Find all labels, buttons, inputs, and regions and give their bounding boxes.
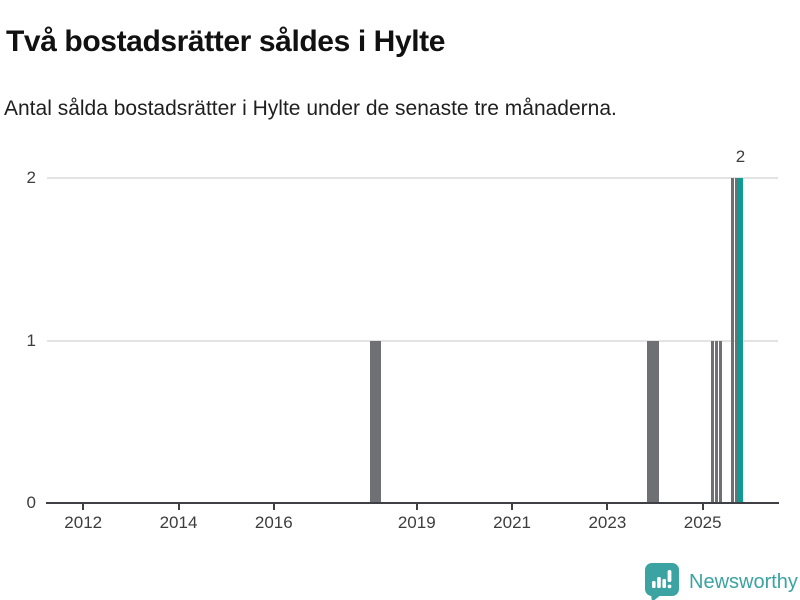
x-axis-label-2021: 2021 (493, 513, 531, 532)
bar-2025-04 (715, 340, 719, 503)
newsworthy-logo-icon (644, 562, 680, 600)
bar-2018-02 (373, 340, 377, 503)
bar-2025-05 (718, 340, 723, 503)
bar-current-2025-10 (738, 178, 743, 503)
page-title: Två bostadsrätter såldes i Hylte (6, 25, 446, 59)
x-tick-2021 (511, 504, 514, 510)
x-tick-2014 (177, 504, 180, 510)
bar-2025-03 (710, 340, 715, 503)
bar-2025-08 (730, 178, 735, 503)
x-axis-label-2025: 2025 (683, 513, 722, 532)
x-tick-2023 (606, 504, 609, 510)
bar-2023-11 (647, 340, 651, 503)
x-axis-line (46, 502, 779, 504)
y-axis-label-2: 2 (26, 168, 36, 187)
bar-2018-03 (377, 340, 381, 503)
y-gridline-1 (47, 339, 778, 342)
x-tick-2012 (82, 504, 85, 510)
x-tick-2016 (272, 504, 275, 510)
x-axis-label-2023: 2023 (588, 513, 627, 532)
bar-2023-12 (651, 340, 655, 503)
newsworthy-logo: Newsworthy (644, 562, 798, 600)
newsworthy-wordmark: Newsworthy (689, 570, 798, 593)
y-axis-label-0: 0 (26, 493, 36, 512)
y-axis-label-1: 1 (26, 330, 36, 350)
bar-2024-01 (655, 340, 659, 503)
y-gridline-2 (47, 177, 778, 179)
value-annotation: 2 (735, 147, 746, 166)
x-axis-label-2014: 2014 (159, 513, 198, 532)
x-axis-label-2012: 2012 (64, 513, 103, 532)
x-tick-2019 (415, 504, 418, 510)
x-axis-label-2019: 2019 (397, 513, 436, 532)
x-axis-label-2016: 2016 (254, 513, 293, 532)
x-tick-2025 (701, 504, 704, 510)
bar-2018-01 (369, 340, 373, 503)
chart-subtitle: Antal sålda bostadsrätter i Hylte under … (4, 97, 617, 120)
bar-2025-09 (734, 178, 738, 503)
